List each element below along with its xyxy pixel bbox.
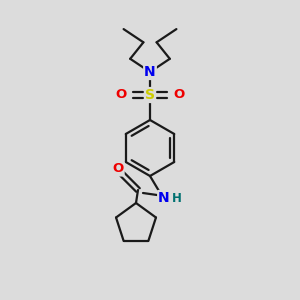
Text: H: H bbox=[172, 191, 182, 205]
Text: O: O bbox=[116, 88, 127, 101]
Text: S: S bbox=[145, 88, 155, 102]
Text: O: O bbox=[112, 163, 124, 176]
Text: N: N bbox=[158, 191, 170, 205]
Text: O: O bbox=[173, 88, 184, 101]
Text: N: N bbox=[144, 65, 156, 79]
